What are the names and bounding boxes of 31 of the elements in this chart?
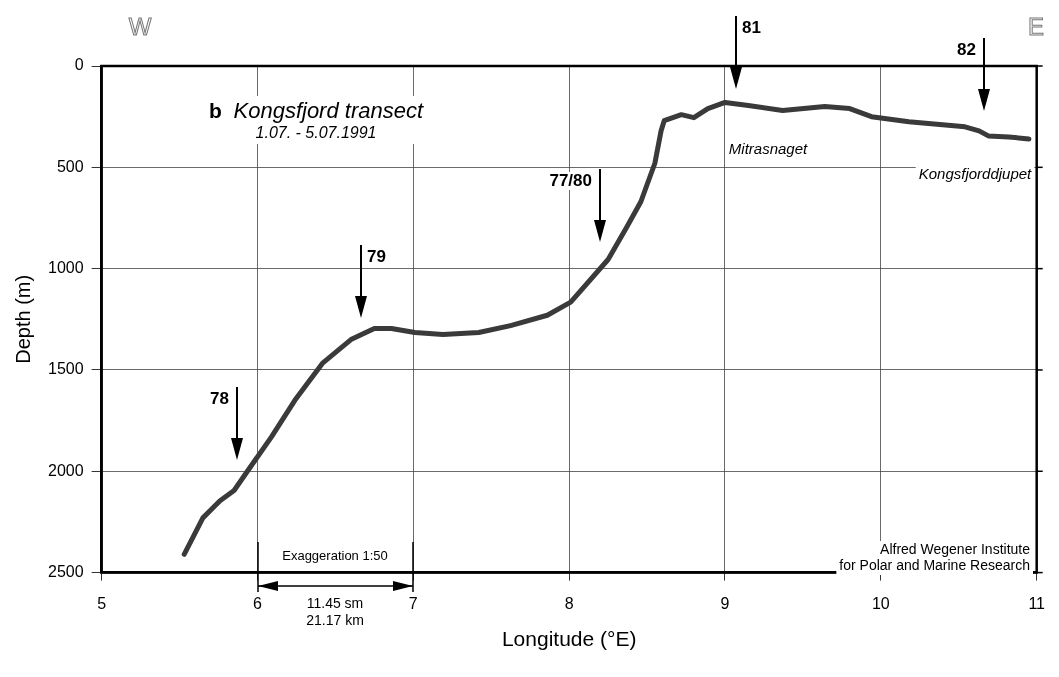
x-tick-label: 7 [408, 594, 418, 612]
y-tick-label: 2500 [48, 563, 84, 581]
text: 1.07. - 5.07.1991 [255, 124, 377, 141]
y-tick-label: 0 [74, 56, 84, 74]
x-tick-label: 11 [1028, 594, 1046, 612]
x-tick-label: 10 [871, 594, 890, 612]
text: 21.17 km [306, 611, 364, 628]
annotation: Kongsfjorddjupet [918, 165, 1033, 183]
text: b Kongsfjord transect [209, 98, 424, 123]
y-tick-label: 1000 [48, 259, 84, 277]
annotation: 77/80 [549, 170, 592, 190]
annotation: for Polar and Marine Research [839, 556, 1030, 573]
text: 81 [742, 17, 761, 37]
x-axis-title: Longitude (°E) [501, 627, 637, 651]
y-axis-title: Depth (m) [11, 274, 34, 364]
text: 11.45 sm [306, 594, 364, 611]
x-tick-label: 9 [720, 594, 730, 612]
annotation: Mitrasnaget [728, 140, 809, 158]
x-tick-label: 5 [97, 594, 107, 612]
annotation: 78 [210, 388, 229, 408]
text: W [128, 12, 152, 40]
y-tick-label: 1500 [48, 360, 84, 378]
x-tick-label: 8 [564, 594, 574, 612]
annotation: 79 [367, 246, 386, 266]
annotation: Alfred Wegener Institute [880, 540, 1031, 557]
y-tick-label: 500 [56, 157, 84, 175]
annotation: Exaggeration 1:50 [282, 547, 388, 563]
text: E [1027, 12, 1045, 40]
x-tick-label: 6 [252, 594, 262, 612]
y-tick-label: 2000 [48, 461, 84, 479]
text: 82 [957, 39, 976, 59]
